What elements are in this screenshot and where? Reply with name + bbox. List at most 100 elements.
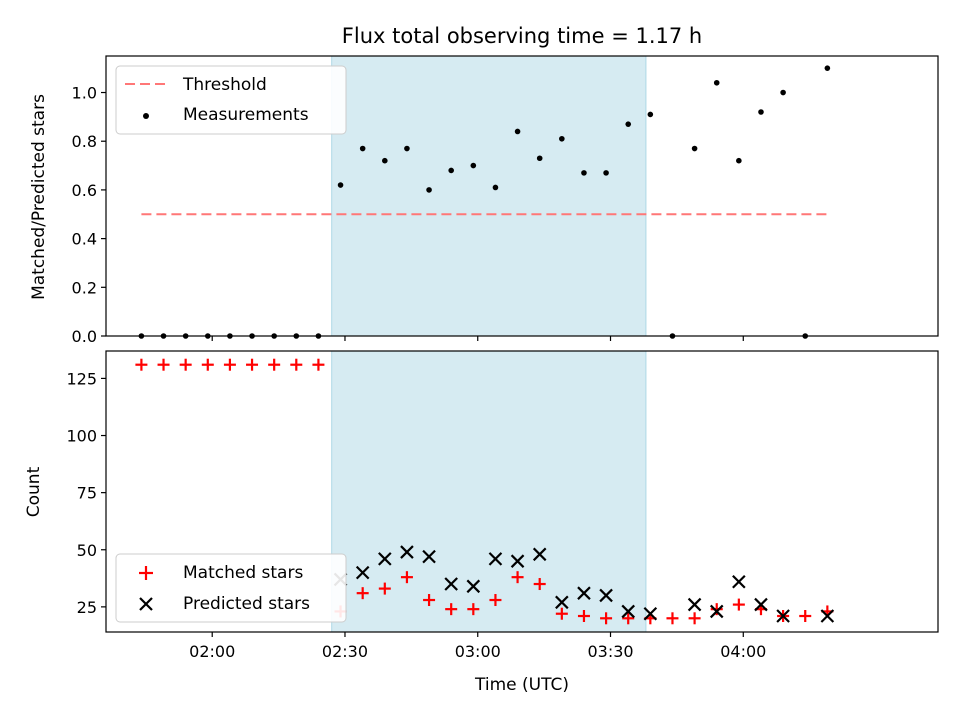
legend-predicted-marker [139,597,153,611]
bottom-y-tick-label: 25 [77,598,97,617]
matched-star-marker [710,603,723,616]
measurement-point [536,155,543,162]
bottom-y-tick-label: 100 [66,427,97,446]
matched-star-marker [201,358,214,371]
matched-star-marker [312,358,325,371]
legend-predicted-label: Predicted stars [183,594,310,614]
bottom-legend: Matched stars Predicted stars [115,553,347,623]
predicted-star-marker [555,595,569,610]
x-tick-label: 04:00 [720,642,766,661]
measurement-point [492,184,499,191]
predicted-star-marker [510,554,525,568]
predicted-star-marker [599,588,613,603]
bottom-y-tick-label: 75 [77,484,97,503]
measurement-point [404,145,410,152]
measurement-point [603,170,609,176]
measurement-point [581,170,587,176]
matched-star-marker [622,612,635,625]
predicted-star-marker [709,604,724,619]
bottom-shaded-region [331,350,647,633]
matched-star-marker [577,610,590,623]
top-shaded-region [331,55,647,337]
predicted-star-marker [754,597,768,612]
matched-star-marker [533,578,546,591]
measurement-point [426,187,432,193]
predicted-star-markers [333,545,835,623]
measurement-point [470,162,477,169]
matched-star-marker [246,358,259,371]
bottom-panel: 25 50 75 100 125 02:00 02:30 03:00 03:30 04:00 C… [24,350,939,695]
measurement-point [713,79,720,86]
measurement-point [559,135,565,142]
matched-star-marker [688,612,701,625]
x-tick-label: 02:30 [322,642,368,661]
measurement-point [647,111,654,118]
predicted-star-marker [687,597,702,612]
matched-star-marker [666,612,679,625]
measurement-point [382,157,388,164]
matched-star-marker [445,603,458,616]
measurement-point [514,128,521,135]
matched-star-marker [489,594,502,607]
top-y-tick-label: 0.2 [72,278,97,297]
bottom-legend-box [115,553,347,623]
predicted-star-marker [776,609,790,623]
x-tick-label: 03:30 [587,642,633,661]
matched-star-marker [467,603,480,616]
matched-star-marker [290,358,303,371]
matched-star-marker [555,607,568,620]
top-legend-box [115,65,347,135]
measurement-point [824,65,831,71]
measurement-point [359,145,366,152]
legend-matched-label: Matched stars [183,563,303,583]
x-tick-label: 02:00 [189,642,235,661]
matched-star-marker [600,612,613,625]
predicted-star-marker [466,579,481,594]
predicted-star-marker [532,547,547,562]
matched-star-marker [511,571,524,584]
measurement-point [625,121,632,127]
bottom-y-tick-label: 50 [77,541,97,560]
matched-star-marker [378,582,391,595]
predicted-star-marker [732,574,746,589]
top-y-axis-label: Matched/Predicted stars [29,94,49,300]
predicted-star-marker [621,604,635,619]
matched-star-marker [223,358,236,371]
predicted-star-marker [400,545,414,559]
matched-star-marker [356,587,369,600]
matched-star-marker [179,358,192,371]
top-plot-frame [105,55,939,337]
measurement-point [780,89,786,96]
top-y-tick-label: 1.0 [72,84,97,103]
predicted-star-marker [577,586,591,600]
measurement-point [448,167,454,174]
top-legend: Threshold Measurements [115,65,347,135]
matched-star-marker [268,358,281,371]
top-y-tick-label: 0.0 [72,327,97,346]
measurement-point [337,182,344,188]
bottom-y-ticks: 25 50 75 100 125 [66,369,106,617]
matched-star-marker [135,358,148,371]
matched-star-marker [400,571,413,584]
legend-measurements-label: Measurements [183,105,309,125]
matched-star-marker [157,358,170,371]
matched-star-marker [799,610,812,623]
top-y-tick-label: 0.6 [72,181,97,200]
measurement-point [758,109,764,115]
top-y-tick-label: 0.4 [72,230,97,249]
bottom-plot-frame [105,350,939,633]
predicted-star-marker [378,552,392,566]
x-axis-label: Time (UTC) [474,675,569,695]
legend-threshold-label: Threshold [182,75,267,95]
top-x-ticks [211,336,744,341]
top-y-tick-label: 0.8 [72,132,97,151]
measurement-point [691,145,698,152]
bottom-y-axis-label: Count [24,466,44,517]
chart-title: Flux total observing time = 1.17 h [342,24,702,48]
predicted-star-marker [422,549,436,564]
measurement-point [736,157,742,164]
legend-matched-marker [139,566,153,580]
legend-measurement-marker [143,113,149,119]
predicted-star-marker [444,577,458,591]
